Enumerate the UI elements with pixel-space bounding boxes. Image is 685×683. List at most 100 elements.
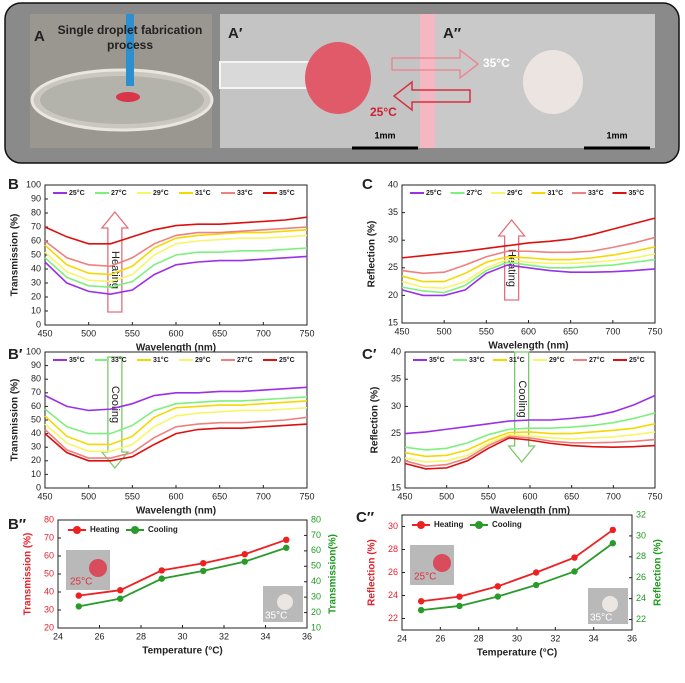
- legend-label: 33°C: [588, 189, 604, 197]
- series-line: [44, 255, 308, 296]
- x-tick-label: 24: [397, 633, 407, 643]
- legend-label: 25°C: [279, 356, 295, 364]
- x-tick-label: 650: [564, 491, 579, 501]
- point: [117, 587, 124, 594]
- panel-label: B: [8, 176, 19, 193]
- series-line: [44, 396, 308, 435]
- x-tick-label: 750: [647, 491, 662, 501]
- series-line: [401, 258, 656, 294]
- point: [200, 567, 207, 575]
- y-tick-label: 40: [31, 263, 41, 273]
- legend-label: Cooling: [148, 525, 178, 534]
- plot-frame: [44, 351, 308, 489]
- annotation: Cooling: [516, 380, 528, 417]
- x-tick-label: 34: [589, 633, 599, 643]
- inset-label: 35°C: [265, 611, 287, 622]
- y-tick-label: 35: [388, 207, 398, 217]
- x-tick-label: 500: [81, 491, 96, 501]
- x-axis-label: Wavelength (nm): [488, 341, 568, 352]
- y-tick-label: 80: [31, 374, 41, 384]
- series-line: [401, 236, 656, 275]
- legend-label: Heating: [90, 525, 119, 534]
- series-line: [44, 229, 308, 276]
- series-line: [44, 416, 308, 459]
- y-tick-label: 50: [31, 414, 41, 424]
- white-droplet: [523, 50, 583, 114]
- point: [241, 551, 248, 558]
- x-tick-label: 600: [168, 491, 183, 501]
- inset-droplet: [602, 596, 618, 612]
- series-line: [404, 435, 656, 468]
- y-tick-label: 0: [36, 482, 41, 492]
- y-tick-label: 40: [388, 179, 398, 189]
- caption: process: [107, 38, 153, 52]
- scale-label: 1mm: [374, 130, 395, 140]
- x-tick-label: 550: [125, 328, 140, 338]
- x-tick-label: 450: [37, 491, 52, 501]
- legend-label: 29°C: [195, 356, 211, 364]
- y2-tick-label: 22: [636, 614, 646, 624]
- x-tick-label: 450: [394, 326, 409, 336]
- x-axis-label: Wavelength (nm): [490, 506, 570, 517]
- y-tick-label: 30: [31, 442, 41, 452]
- series-line: [421, 542, 614, 612]
- x-tick-label: 34: [260, 631, 270, 641]
- x-tick-label: 28: [136, 631, 146, 641]
- legend-label: 27°C: [111, 189, 127, 197]
- point: [75, 603, 82, 610]
- y-tick-label: 40: [31, 428, 41, 438]
- series-line: [78, 538, 287, 597]
- inset-label: 25°C: [414, 572, 436, 583]
- x-tick-label: 750: [299, 328, 314, 338]
- x-tick-label: 26: [94, 631, 104, 641]
- x-tick-label: 600: [521, 326, 536, 336]
- y2-tick-label: 70: [311, 530, 321, 540]
- y-tick-label: 20: [391, 455, 401, 465]
- y2-tick-label: 28: [636, 551, 646, 561]
- needle: [126, 14, 134, 86]
- x-tick-label: 700: [256, 328, 271, 338]
- x-tick-label: 750: [647, 326, 662, 336]
- panel-label: B′: [8, 346, 23, 363]
- x-tick-label: 24: [53, 631, 63, 641]
- point: [571, 554, 578, 561]
- x-tick-label: 450: [37, 328, 52, 338]
- x-tick-label: 650: [563, 326, 578, 336]
- series-line: [44, 226, 308, 268]
- y-tick-label: 70: [31, 387, 41, 397]
- y-tick-label: 50: [44, 568, 54, 578]
- y2-axis-label: Reflection (%): [653, 539, 664, 606]
- panel-label: A′: [228, 25, 243, 42]
- y-axis-label: Transmission (%): [23, 533, 34, 616]
- legend-label: 35°C: [429, 356, 445, 364]
- x-tick-label: 550: [479, 326, 494, 336]
- x-tick-label: 600: [522, 491, 537, 501]
- legend-label: 27°C: [237, 356, 253, 364]
- x-tick-label: 700: [605, 326, 620, 336]
- divider: [420, 14, 435, 148]
- y-tick-label: 22: [388, 613, 398, 623]
- point: [494, 583, 502, 590]
- x-tick-label: 36: [627, 633, 637, 643]
- legend-label: Heating: [434, 520, 463, 529]
- y-tick-label: 15: [391, 482, 401, 492]
- legend-label: 35°C: [69, 356, 85, 364]
- x-tick-label: 26: [435, 633, 445, 643]
- y-tick-label: 35: [391, 374, 401, 384]
- series-line: [44, 216, 308, 245]
- arrow-left: [392, 80, 471, 112]
- hot-label: 35°C: [483, 56, 510, 70]
- legend-marker: [131, 526, 139, 534]
- y-axis-label: Transmission (%): [10, 214, 21, 297]
- y-tick-label: 30: [391, 401, 401, 411]
- x-axis-label: Temperature (°C): [477, 648, 558, 659]
- x-tick-label: 700: [256, 491, 271, 501]
- x-tick-label: 650: [212, 328, 227, 338]
- y2-axis-label: Transmission(%): [328, 534, 339, 614]
- y2-tick-label: 60: [311, 545, 321, 555]
- panel-label: A: [34, 28, 45, 45]
- point: [283, 544, 290, 551]
- y-tick-label: 10: [31, 305, 41, 315]
- panel-label: C″: [356, 509, 374, 526]
